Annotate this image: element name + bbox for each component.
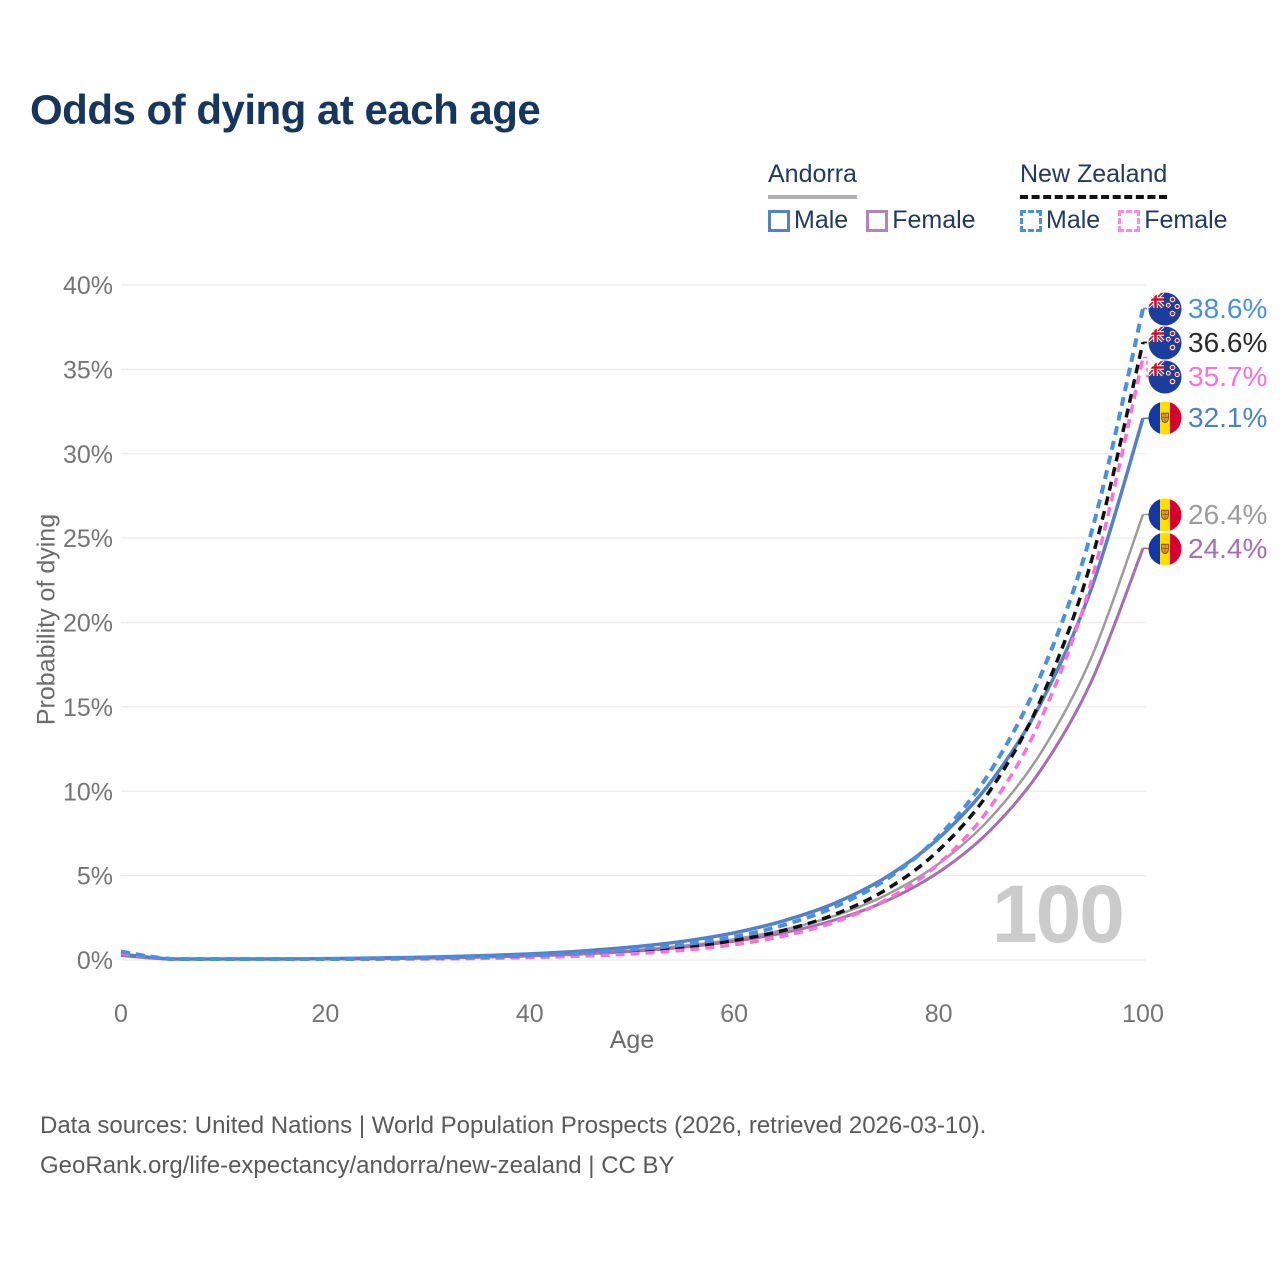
legend-country-new-zealand-label: New Zealand	[1020, 160, 1168, 188]
end-label-value: 35.7%	[1188, 360, 1268, 392]
series-line-new-zealand-female[interactable]	[120, 357, 1145, 961]
legend-country-andorra: Andorra	[768, 160, 857, 199]
legend-group-andorra: Andorra Male Female	[768, 160, 976, 235]
x-tick-label: 40	[516, 1000, 544, 1028]
series-line-andorra-total[interactable]	[120, 514, 1145, 961]
x-tick-label: 100	[1122, 1000, 1164, 1028]
legend-item-andorra-female[interactable]: Female	[866, 206, 976, 235]
y-tick-label: 10%	[63, 778, 113, 806]
end-label-andorra-male: 32.1%	[1148, 401, 1267, 435]
x-tick-label: 20	[311, 1000, 339, 1028]
series-line-new-zealand-total[interactable]	[120, 341, 1145, 961]
label-connector-new-zealand-female	[1143, 356, 1154, 378]
y-tick-label: 30%	[63, 441, 113, 469]
y-tick-label: 35%	[63, 356, 113, 384]
legend-item-label: Male	[1046, 206, 1101, 234]
andorra-female-swatch-icon	[866, 209, 889, 232]
series-line-andorra-female[interactable]	[120, 547, 1145, 961]
legend-item-andorra-male[interactable]: Male	[768, 206, 848, 235]
end-label-value: 32.1%	[1188, 402, 1268, 434]
andorra-flag-icon	[1148, 401, 1182, 435]
end-label-new-zealand-total: 36.6%	[1148, 326, 1267, 360]
y-axis-title: Probability of dying	[32, 513, 61, 726]
andorra-male-swatch-icon	[768, 209, 790, 232]
end-label-new-zealand-female: 35.7%	[1148, 360, 1267, 394]
legend-item-label: Male	[794, 206, 849, 234]
series-line-andorra-male[interactable]	[120, 417, 1145, 961]
new-zealand-flag-icon	[1148, 326, 1182, 360]
legend-item-label: Female	[1144, 206, 1228, 234]
y-tick-label: 40%	[63, 272, 113, 300]
legend-item-new-zealand-female[interactable]: Female	[1118, 206, 1228, 235]
andorra-flag-icon	[1148, 498, 1182, 531]
y-tick-label: 0%	[77, 947, 113, 975]
legend-country-andorra-label: Andorra	[768, 160, 857, 188]
x-tick-label: 80	[925, 1000, 953, 1028]
y-tick-label: 20%	[63, 610, 113, 638]
series-line-new-zealand-male[interactable]	[120, 308, 1145, 961]
y-tick-label: 15%	[63, 694, 113, 722]
end-label-andorra-total: 26.4%	[1148, 498, 1267, 532]
legend-country-new-zealand: New Zealand	[1020, 160, 1168, 199]
footer: Data sources: United Nations | World Pop…	[40, 1106, 986, 1186]
end-label-andorra-female: 24.4%	[1148, 532, 1267, 566]
x-axis-title: Age	[609, 1026, 655, 1054]
legend-item-label: Female	[892, 206, 976, 234]
watermark-age-100: 100	[992, 869, 1125, 960]
end-label-value: 26.4%	[1188, 498, 1268, 530]
new-zealand-female-swatch-icon	[1118, 209, 1141, 232]
legend-item-new-zealand-male[interactable]: Male	[1020, 206, 1100, 235]
x-tick-label: 0	[114, 1000, 128, 1028]
footer-attribution: GeoRank.org/life-expectancy/andorra/new-…	[40, 1152, 675, 1179]
new-zealand-flag-icon	[1148, 292, 1182, 326]
end-label-value: 36.6%	[1188, 326, 1268, 358]
chart-svg: 0% 5% 10% 15% 20% 25% 30% 35% 40% 0 20 40 60 80 100	[63, 272, 1164, 1028]
new-zealand-flag-icon	[1148, 360, 1182, 394]
new-zealand-male-swatch-icon	[1020, 209, 1042, 232]
end-label-value: 24.4%	[1188, 532, 1268, 564]
x-tick-label: 60	[720, 1000, 748, 1028]
end-label-new-zealand-male: 38.6%	[1148, 292, 1267, 326]
end-label-value: 38.6%	[1188, 292, 1268, 324]
footer-data-sources: Data sources: United Nations | World Pop…	[40, 1112, 987, 1139]
andorra-flag-icon	[1148, 532, 1182, 565]
y-tick-label: 25%	[63, 525, 113, 553]
page-title: Odds of dying at each age	[30, 86, 541, 133]
y-tick-label: 5%	[77, 863, 113, 891]
legend-group-new-zealand: New Zealand Male Female	[1020, 160, 1228, 235]
